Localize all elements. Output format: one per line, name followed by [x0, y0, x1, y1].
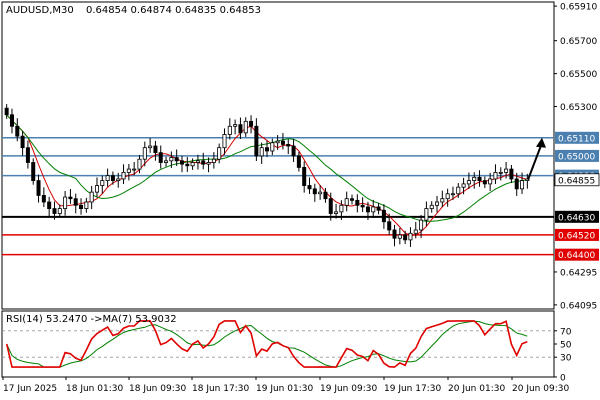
level-price-label: 0.65110	[558, 134, 595, 144]
time-axis: 17 Jun 2025 18 Jun 01:30 18 Jun 09:30 18 Ju…	[3, 377, 569, 394]
rsi-tick-label: 50	[560, 341, 572, 351]
price-tick-label: 0.65500	[560, 70, 597, 80]
time-tick-label: 18 Jun 17:30	[192, 384, 249, 394]
current-price-label: 0.64855	[558, 176, 595, 186]
rsi-label: RSI(14) 53.2470 ->MA(7) 53.9032	[6, 314, 177, 325]
rsi-tick-label: 0	[560, 374, 566, 384]
level-price-label: 0.65000	[558, 152, 595, 162]
price-tick-label: 0.65300	[560, 103, 597, 113]
chart-ohlc-label: 0.64854 0.64874 0.64835 0.64853	[86, 5, 261, 16]
time-tick-label: 20 Jun 09:30	[512, 384, 569, 394]
rsi-tick-label: 70	[560, 327, 572, 337]
rsi-tick-label: 30	[560, 354, 572, 364]
time-tick-label: 18 Jun 09:30	[129, 384, 186, 394]
time-tick-label: 19 Jun 09:30	[320, 384, 377, 394]
level-price-label: 0.64520	[558, 231, 595, 241]
level-price-label: 0.64630	[558, 213, 595, 223]
candle	[32, 158, 35, 184]
price-tick-label: 0.64095	[560, 301, 597, 311]
time-tick-label: 19 Jun 17:30	[384, 384, 441, 394]
price-tick-label: 0.64295	[560, 268, 597, 278]
time-tick-label: 18 Jun 01:30	[66, 384, 123, 394]
time-tick-label: 19 Jun 01:30	[256, 384, 313, 394]
level-price-label: 0.64400	[558, 251, 595, 261]
time-tick-label: 20 Jun 01:30	[448, 384, 505, 394]
price-tick-label: 0.65700	[560, 37, 597, 47]
time-tick-label: 17 Jun 2025	[3, 384, 57, 394]
price-tick-label: 0.65910	[560, 3, 597, 13]
price-axis: 0.65910 0.65700 0.65500 0.65300 0.65110 0.650…	[554, 3, 599, 312]
chart-symbol-label: AUDUSD,M30	[6, 5, 74, 16]
